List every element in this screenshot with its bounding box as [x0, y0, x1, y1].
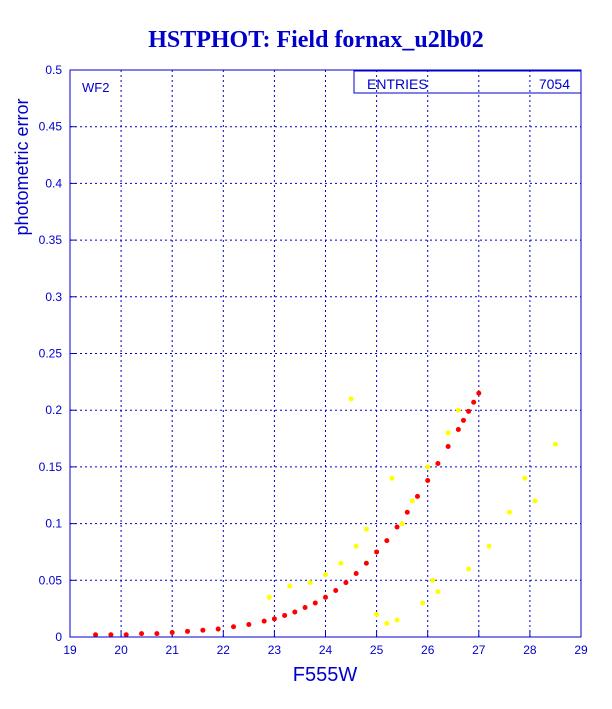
x-tick-label: 27: [472, 643, 486, 657]
data-point: [353, 570, 359, 576]
data-point: [466, 566, 472, 572]
data-point: [486, 543, 492, 549]
data-point: [374, 611, 380, 617]
data-point: [287, 583, 293, 589]
data-point: [522, 475, 528, 481]
x-tick-label: 24: [319, 643, 333, 657]
y-tick-label: 0.15: [39, 460, 63, 474]
data-point: [455, 407, 461, 413]
axis-ticks: 19 20 21 22 23 24 25 26 27 28 29 0 0.05 0.1 0.15 0.2 0.2…: [39, 63, 588, 657]
data-point: [231, 624, 237, 630]
data-point: [154, 631, 160, 637]
data-point: [552, 441, 558, 447]
data-point: [460, 417, 466, 423]
data-point: [200, 627, 206, 633]
data-point: [271, 616, 277, 622]
y-tick-label: 0.2: [45, 403, 62, 417]
data-point: [455, 426, 461, 432]
data-point: [445, 430, 451, 436]
data-point: [348, 396, 354, 402]
data-point: [323, 594, 328, 600]
data-point: [435, 589, 441, 595]
data-point: [471, 399, 477, 405]
data-point: [420, 600, 426, 606]
y-tick-label: 0.45: [39, 120, 63, 134]
plot-frame: [69, 69, 582, 638]
data-point: [266, 594, 272, 600]
data-point: [333, 588, 339, 594]
data-point: [353, 543, 359, 549]
stats-value: 7054: [539, 76, 570, 92]
data-points: [93, 390, 558, 638]
data-point: [93, 632, 99, 638]
data-point: [282, 612, 288, 618]
data-point: [215, 626, 221, 632]
stats-box: ENTRIES 7054: [353, 70, 582, 94]
data-point: [532, 498, 538, 504]
data-point: [185, 628, 191, 634]
x-tick-label: 28: [523, 643, 537, 657]
x-tick-label: 19: [63, 643, 77, 657]
data-point: [338, 560, 344, 566]
data-point: [425, 464, 431, 470]
data-point: [404, 509, 410, 515]
data-point: [302, 605, 308, 611]
data-point: [394, 524, 400, 530]
x-tick-label: 21: [166, 643, 180, 657]
x-tick-label: 22: [217, 643, 231, 657]
grid-lines: [70, 70, 581, 637]
data-point: [430, 577, 436, 583]
y-tick-label: 0.4: [45, 176, 62, 190]
y-tick-label: 0: [55, 630, 62, 644]
data-point: [384, 538, 390, 544]
data-point: [506, 509, 512, 515]
data-point: [139, 631, 145, 637]
data-point: [394, 617, 400, 623]
data-point: [261, 618, 267, 624]
y-tick-label: 0.05: [39, 573, 63, 587]
data-point: [292, 609, 298, 615]
y-tick-label: 0.5: [45, 63, 62, 77]
stats-label: ENTRIES: [367, 76, 428, 92]
data-point: [389, 475, 395, 481]
data-point: [323, 572, 328, 578]
x-tick-label: 29: [574, 643, 588, 657]
data-point: [246, 622, 252, 628]
data-point: [123, 632, 129, 638]
data-point: [108, 632, 114, 638]
chart-title: HSTPHOT: Field fornax_u2lb02: [148, 27, 484, 53]
data-point: [409, 498, 415, 504]
data-point: [169, 629, 175, 635]
data-point: [363, 560, 369, 566]
data-point: [312, 600, 318, 606]
y-tick-label: 0.3: [45, 290, 62, 304]
data-point: [466, 408, 472, 414]
x-axis-label: F555W: [293, 664, 358, 686]
stats-box-frame: [353, 70, 582, 94]
y-axis-label: photometric error: [12, 98, 32, 235]
y-tick-label: 0.35: [39, 233, 63, 247]
panel-label: WF2: [82, 80, 109, 95]
x-tick-label: 25: [370, 643, 384, 657]
data-point: [384, 620, 390, 626]
x-tick-label: 26: [421, 643, 435, 657]
y-tick-label: 0.1: [45, 517, 62, 531]
data-point: [414, 493, 420, 499]
y-tick-label: 0.25: [39, 347, 63, 361]
data-point: [343, 580, 349, 586]
data-point: [476, 390, 482, 396]
data-point: [399, 521, 405, 527]
data-point: [307, 580, 313, 586]
data-point: [425, 478, 431, 484]
x-tick-label: 20: [114, 643, 128, 657]
data-point: [435, 460, 441, 466]
data-point: [363, 526, 369, 532]
data-point: [445, 443, 451, 449]
x-tick-label: 23: [268, 643, 282, 657]
data-point: [374, 549, 380, 555]
